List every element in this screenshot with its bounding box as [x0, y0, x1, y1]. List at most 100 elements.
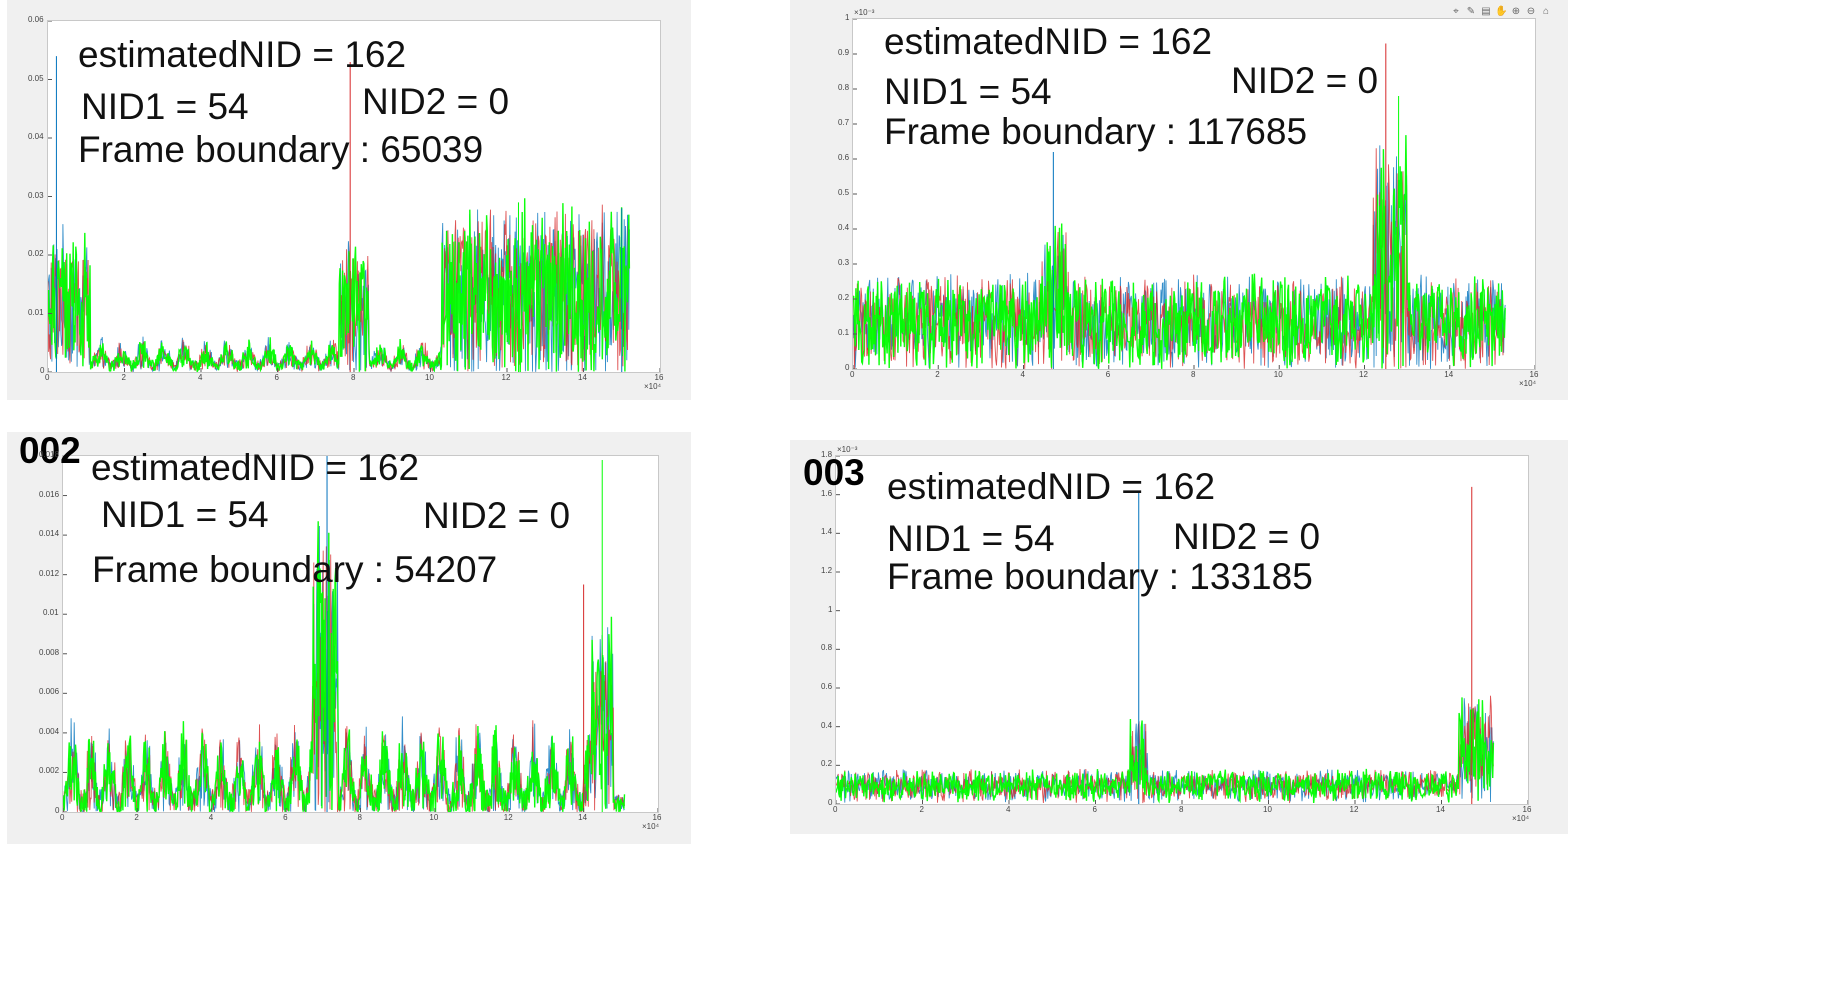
y-tick-label: 0.6: [838, 153, 850, 162]
y-tick-label: 0: [55, 806, 60, 815]
annotation-nid1: NID1 = 54: [887, 518, 1055, 559]
y-tick-label: 0.8: [821, 643, 833, 653]
pin-icon[interactable]: ⌖: [1453, 6, 1459, 17]
annotation-nid2: NID2 = 0: [362, 81, 510, 122]
panel-tag: 002: [19, 430, 81, 471]
datatip-icon[interactable]: ▤: [1481, 6, 1491, 17]
x-tick-label: 8: [1191, 370, 1196, 379]
y-tick-label: 1.8: [821, 450, 833, 459]
y-tick-label: 0: [40, 366, 45, 375]
annotation-estimated-nid: estimatedNID = 162: [884, 21, 1213, 62]
y-tick-label: 0.018: [39, 450, 60, 459]
zoom-in-icon[interactable]: ⊕: [1511, 6, 1521, 17]
panel-3: 002 estimatedNID = 162 NID1 = 54 NID2 = …: [7, 432, 691, 844]
y-tick-label: 0.6: [821, 682, 833, 691]
x-tick-label: 10: [425, 373, 434, 382]
y-tick-label: 0.05: [28, 73, 44, 83]
annotation-nid1: NID1 = 54: [81, 86, 249, 127]
x-tick-label: 14: [1436, 805, 1445, 814]
x-tick-label: 6: [283, 813, 288, 822]
x-tick-label: 2: [935, 370, 940, 379]
x-tick-label: 2: [134, 813, 139, 822]
annotation-nid2: NID2 = 0: [1231, 60, 1379, 101]
y-tick-label: 0.008: [39, 647, 60, 657]
y-tick-label: 1.2: [821, 566, 833, 575]
plot-area: [62, 455, 659, 813]
x-tick-label: 14: [578, 813, 588, 822]
x-axis-multiplier: ×10⁴: [1519, 379, 1537, 388]
y-tick-label: 0.016: [39, 489, 60, 499]
x-tick-label: 14: [578, 373, 587, 382]
panel-4: 003 estimatedNID = 162 NID1 = 54 NID2 = …: [790, 440, 1568, 834]
y-tick-label: 0.014: [39, 529, 60, 539]
y-tick-label: 0.04: [28, 132, 44, 141]
y-tick-label: 0.06: [28, 15, 44, 24]
y-tick-label: 0.3: [838, 258, 850, 267]
series-line-1: [853, 145, 1506, 369]
y-tick-label: 0.004: [39, 726, 60, 736]
y-tick-label: 0.1: [838, 328, 850, 337]
annotation-frame-boundary: Frame boundary : 117685: [884, 111, 1308, 152]
y-tick-label: 0.2: [838, 293, 850, 302]
x-tick-label: 4: [208, 813, 214, 822]
x-tick-label: 6: [1092, 805, 1097, 814]
series-line-3: [63, 521, 626, 812]
y-tick-label: 0.2: [821, 759, 833, 769]
y-tick-label: 0.03: [28, 190, 44, 200]
y-tick-label: 1.6: [821, 488, 833, 498]
chart-svg: [48, 21, 660, 372]
x-tick-label: 12: [1359, 370, 1368, 379]
home-icon[interactable]: ⌂: [1542, 6, 1550, 17]
chart-svg: [853, 19, 1535, 369]
panel-2: ⌖ ✎ ▤ ✋ ⊕ ⊖ ⌂ estimatedNID = 162 NID1 = …: [790, 0, 1568, 400]
y-tick-label: 0.4: [838, 223, 850, 232]
x-tick-label: 4: [1006, 805, 1011, 814]
x-tick-label: 8: [1179, 805, 1184, 814]
x-axis-multiplier: ×10⁴: [642, 822, 660, 831]
plot-area: [47, 20, 661, 373]
panel-1: estimatedNID = 162 NID1 = 54 NID2 = 0 Fr…: [7, 0, 691, 400]
chart-svg: [63, 456, 658, 812]
x-tick-label: 0: [45, 373, 50, 382]
y-tick-label: 0.002: [39, 766, 60, 776]
x-tick-label: 10: [429, 813, 439, 822]
series-line-3: [853, 135, 1506, 369]
x-tick-label: 6: [1105, 370, 1111, 379]
annotation-nid2: NID2 = 0: [1173, 516, 1321, 557]
zoom-out-icon[interactable]: ⊖: [1526, 6, 1536, 17]
annotation-frame-boundary: Frame boundary : 133185: [887, 556, 1313, 597]
axes-toolbar: ⌖ ✎ ▤ ✋ ⊕ ⊖ ⌂: [1450, 6, 1552, 18]
y-axis-multiplier: ×10⁻³: [854, 8, 875, 17]
annotation-frame-boundary: Frame boundary : 65039: [78, 129, 484, 170]
series-line-3: [836, 697, 1495, 804]
annotation-frame-boundary: Frame boundary : 54207: [92, 549, 498, 590]
x-tick-label: 2: [919, 805, 924, 814]
y-tick-label: 0: [845, 363, 850, 372]
annotation-nid1: NID1 = 54: [884, 71, 1052, 112]
y-tick-label: 0.006: [39, 687, 60, 697]
x-tick-label: 0: [850, 370, 855, 379]
x-axis-multiplier: ×10⁴: [1512, 814, 1530, 823]
x-tick-label: 12: [503, 813, 513, 822]
series-line-3: [48, 198, 631, 372]
annotation-nid2: NID2 = 0: [423, 495, 571, 536]
brush-icon[interactable]: ✎: [1466, 6, 1476, 17]
x-tick-label: 2: [121, 373, 126, 382]
x-tick-label: 4: [1020, 370, 1025, 379]
y-tick-label: 0.7: [838, 118, 850, 127]
plot-area: [852, 18, 1536, 370]
x-tick-label: 0: [833, 805, 838, 814]
x-tick-label: 12: [1349, 805, 1359, 814]
y-tick-label: 0.9: [838, 48, 850, 57]
x-tick-label: 6: [274, 373, 279, 382]
y-tick-label: 1: [845, 13, 850, 22]
x-tick-label: 16: [654, 373, 664, 382]
x-tick-label: 16: [652, 813, 662, 822]
x-axis-multiplier: ×10⁴: [644, 382, 662, 391]
panel-tag: 003: [803, 452, 865, 493]
pan-icon[interactable]: ✋: [1495, 6, 1508, 17]
x-tick-label: 16: [1529, 370, 1539, 379]
annotation-estimated-nid: estimatedNID = 162: [78, 34, 407, 75]
x-tick-label: 4: [198, 373, 203, 382]
y-tick-label: 0.5: [838, 188, 850, 197]
